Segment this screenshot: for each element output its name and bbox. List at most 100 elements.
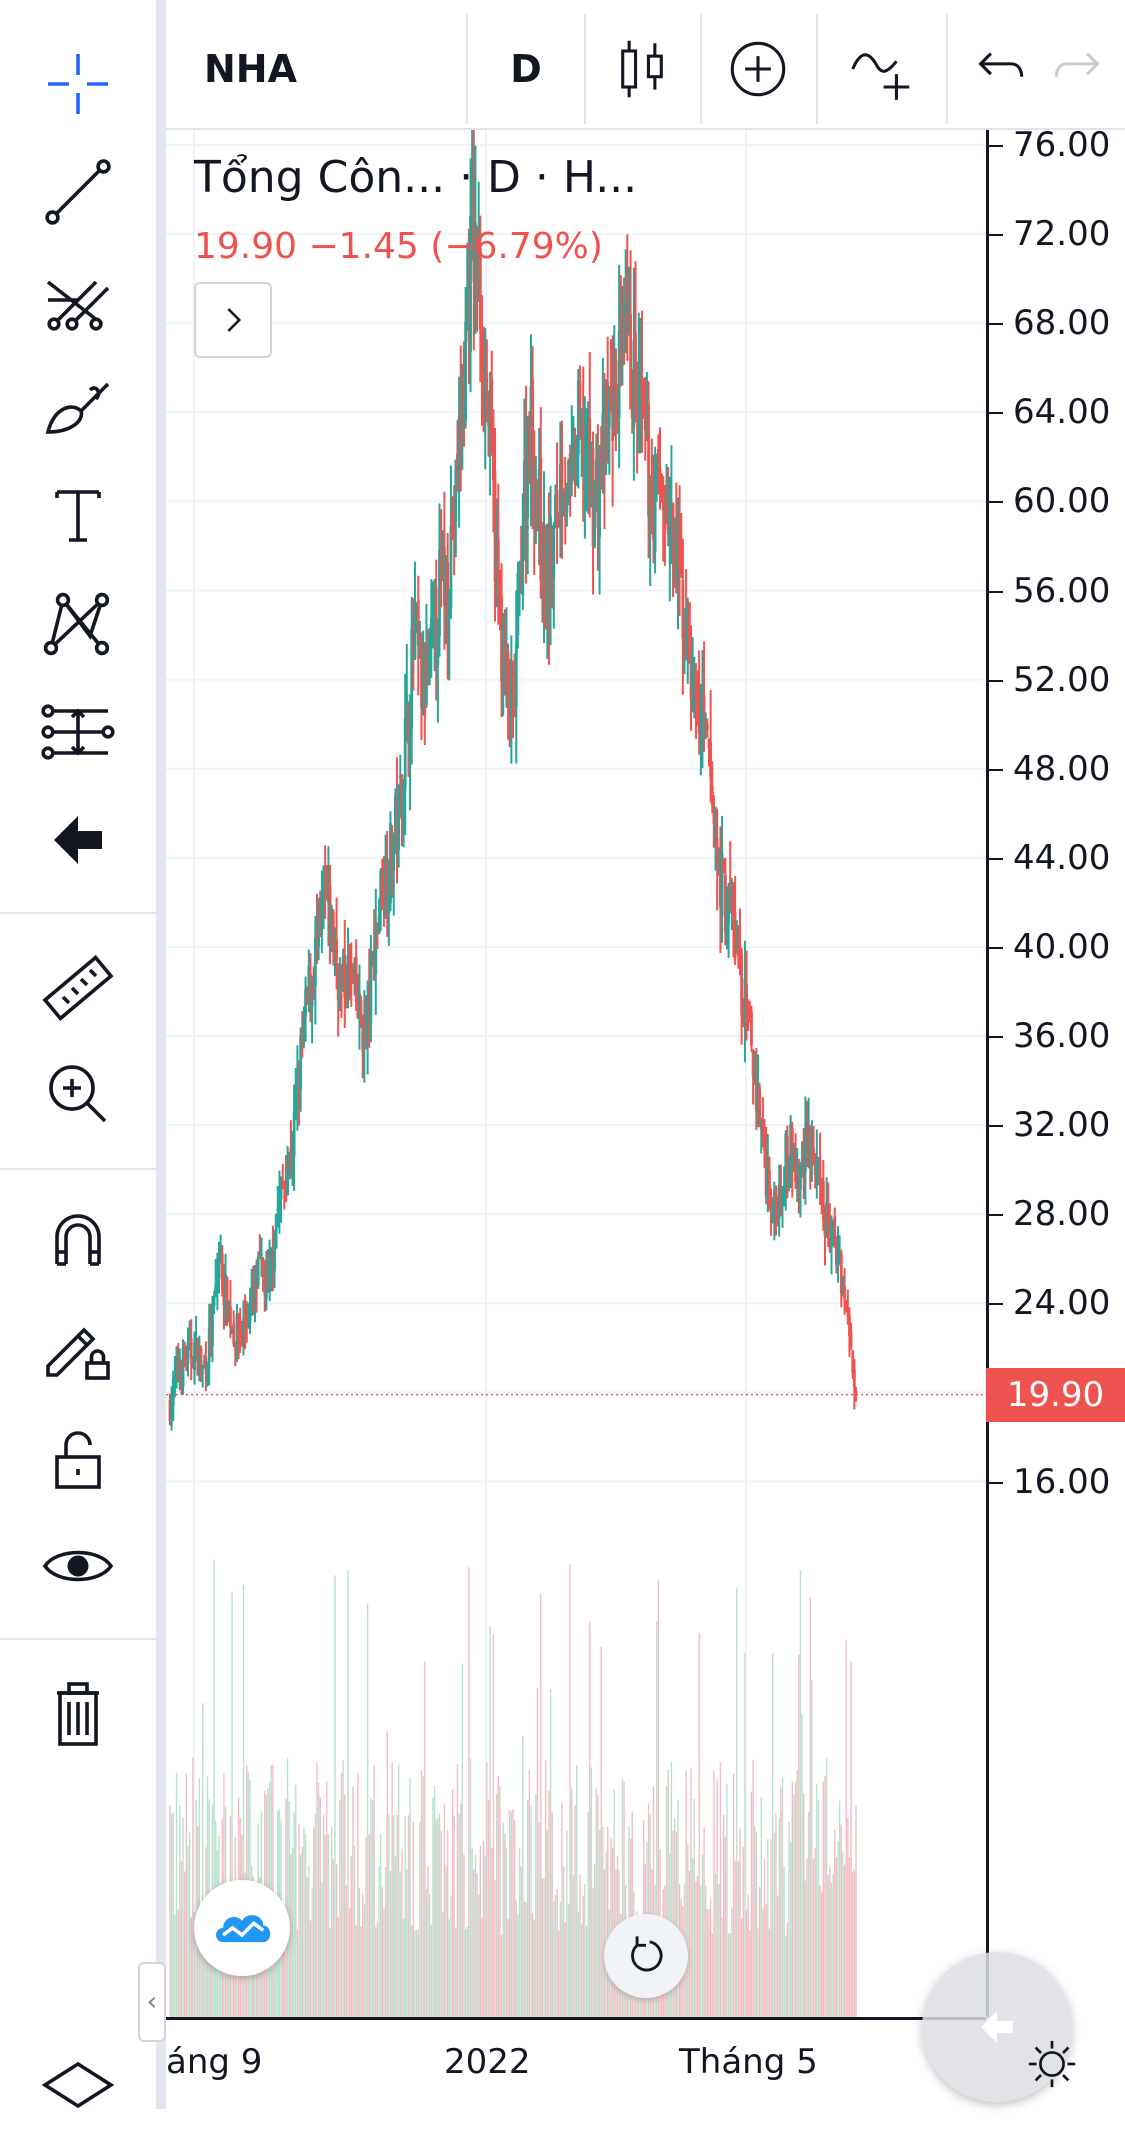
candle-body [580,409,583,424]
candle-body [225,1278,229,1324]
candle-body [189,1338,193,1359]
volume-bar [344,1794,346,2017]
volume-bar [420,1770,423,2017]
redo-button[interactable] [1046,14,1125,124]
ruler-icon[interactable] [28,940,128,1036]
volume-bar [791,1781,793,2017]
candle-body [305,995,309,1001]
volume-bar [326,1781,328,2017]
price-tick: 28.00 [1013,1194,1111,1235]
undo-button[interactable] [946,14,1046,124]
arrow-left-icon[interactable] [28,792,128,888]
candle-body [705,724,709,730]
candle-body [761,1129,765,1140]
candle-body [441,543,445,558]
candle-body [831,1220,835,1230]
volume-bar [783,1866,785,2017]
candle-body [772,1190,776,1214]
volume-bar [855,1805,857,2017]
last-price-label: 19.90 [986,1367,1125,1422]
magnet-icon[interactable] [28,1192,128,1288]
trend-line-icon[interactable] [28,144,128,240]
candle-body [333,946,337,949]
volume-bar [554,1894,557,2017]
candle-body [402,789,405,819]
candle-body [467,293,471,343]
price-axis[interactable]: 76.00 72.00 68.00 64.00 60.00 56.00 52.00 48.00… [986,125,1125,2017]
collapse-toolbar-tab[interactable]: ‹ [138,1962,166,2042]
candle-body [558,464,562,529]
pitchfork-icon[interactable] [28,252,128,348]
candle-body [588,418,592,496]
price-tick-mark [989,857,1003,860]
candle-body [715,838,719,864]
candle-body [635,362,639,410]
candle-body [312,985,316,992]
volume-bar [433,1785,436,2017]
volume-bar [527,1799,529,2017]
candle-body [447,602,451,619]
prediction-measure-icon[interactable] [28,684,128,780]
candle-body [732,905,735,918]
candle-body [351,971,355,977]
tradingview-logo-button[interactable] [194,1880,290,1976]
candle-body [518,562,521,564]
candle-body [828,1222,832,1249]
brush-icon[interactable] [28,360,128,456]
chart-settings-button[interactable] [1020,2032,1084,2096]
cloud-chart-icon [216,1915,271,1943]
candle-body [325,885,329,900]
volume-bar [776,1895,779,2017]
unlock-icon[interactable] [28,1412,128,1508]
candle-body [279,1178,283,1200]
volume-bar [463,1854,465,2017]
volume-bar [515,1899,517,2017]
candle-body [188,1337,191,1344]
volume-bar [731,1907,733,2017]
volume-bar [541,1878,544,2017]
volume-bar [313,1827,315,2017]
symbol-search-button[interactable]: NHA [166,14,468,124]
compare-button[interactable] [700,14,818,124]
price-chart[interactable] [166,130,986,2017]
candle-body [710,785,714,806]
candle-body [243,1318,247,1324]
layers-icon[interactable] [28,2040,128,2136]
candle-body [563,504,567,507]
price-tick: 60.00 [1013,481,1111,522]
candle-body [800,1158,804,1174]
chart-type-button[interactable] [584,14,702,124]
volume-bar [847,1817,849,2017]
volume-bar [383,1908,385,2017]
candle-body [400,774,404,819]
eye-icon[interactable] [28,1518,128,1614]
candle-body [199,1348,203,1371]
chart-pane[interactable] [166,130,986,2017]
volume-bar [440,1830,442,2017]
crosshair-icon[interactable] [28,36,128,132]
candle-body [593,498,597,546]
interval-button[interactable]: D [468,14,586,124]
volume-bar [362,1892,364,2017]
zoom-in-icon[interactable] [28,1046,128,1142]
indicators-button[interactable] [816,14,948,124]
volume-bar [528,1770,531,2017]
candle-body [581,422,585,473]
candle-body [527,427,531,466]
volume-bar [254,1936,256,2017]
back-button[interactable] [922,1952,1072,2102]
reset-chart-button[interactable] [604,1914,688,1998]
candle-body [810,1144,814,1155]
lock-drawings-icon[interactable] [28,1300,128,1396]
candle-body [420,636,423,708]
candle-body [813,1160,817,1176]
candle-body [219,1255,223,1263]
trash-icon[interactable] [28,1666,128,1762]
pattern-icon[interactable] [28,576,128,672]
legend-expand-button[interactable] [194,282,272,358]
time-axis[interactable]: áng 9 2022 Tháng 5 [166,2017,986,2112]
symbol-label: NHA [204,47,298,91]
candle-body [846,1309,850,1316]
text-tool-icon[interactable] [28,468,128,564]
price-tick-mark [989,323,1003,326]
